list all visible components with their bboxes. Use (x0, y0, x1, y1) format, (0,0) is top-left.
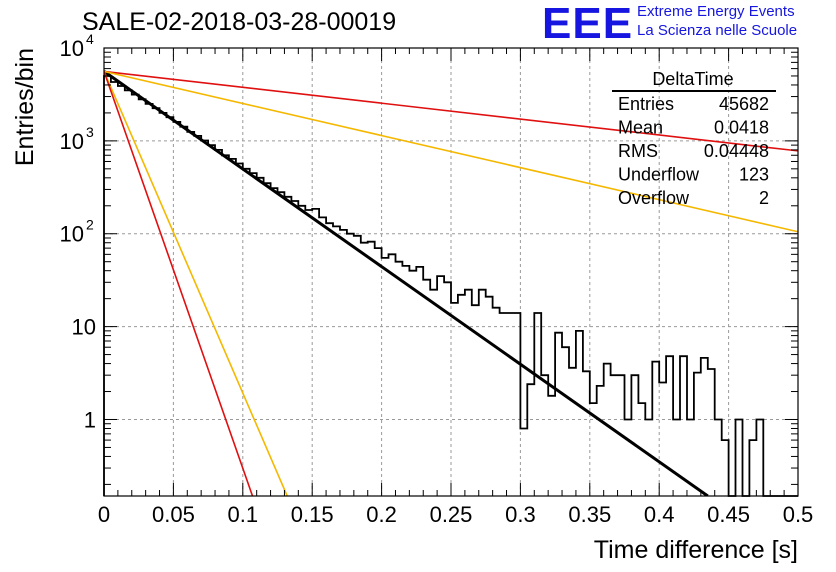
x-tick-label: 0.15 (291, 502, 334, 527)
fit-line-orange-steep (104, 71, 288, 496)
x-axis-label: Time difference [s] (594, 536, 798, 564)
x-tick-label: 0 (98, 502, 110, 527)
stats-row-value: 45682 (719, 94, 769, 114)
stats-box-title: DeltaTime (652, 69, 733, 89)
y-tick-exponent: 3 (86, 124, 94, 140)
x-tick-label: 0.05 (152, 502, 195, 527)
x-tick-label: 0.45 (707, 502, 750, 527)
fit-line-orange-flat (104, 70, 798, 233)
y-tick-label: 10 (60, 129, 84, 154)
stats-row-label: Mean (618, 118, 663, 138)
stats-row-value: 0.0418 (714, 118, 769, 138)
y-axis-label: Entries/bin (11, 48, 39, 166)
fit-line-black (104, 70, 709, 496)
stats-row-value: 2 (759, 188, 769, 208)
eee-logo: EEE (542, 0, 634, 48)
fit-line-red-flat (104, 70, 798, 152)
stats-row-label: RMS (618, 141, 658, 161)
y-tick-exponent: 2 (86, 217, 94, 233)
chart-title: SALE-02-2018-03-28-00019 (82, 8, 397, 36)
x-tick-label: 0.2 (366, 502, 397, 527)
y-tick-label: 10 (60, 36, 84, 61)
grid (104, 48, 798, 496)
x-tick-label: 0.1 (228, 502, 259, 527)
y-tick-label: 1 (84, 407, 96, 432)
stats-box: DeltaTime Entries 45682 Mean 0.0418 RMS 0.0444… (612, 69, 776, 208)
x-tick-label: 0.4 (644, 502, 675, 527)
logo-line-1: Extreme Energy Events (637, 3, 795, 20)
x-tick-label: 0.3 (505, 502, 536, 527)
y-tick-exponent: 4 (86, 31, 94, 47)
logo-line-2: La Scienza nelle Scuole (637, 22, 798, 39)
x-tick-label: 0.25 (430, 502, 473, 527)
stats-row-label: Entries (618, 94, 674, 114)
plot-area (103, 70, 798, 497)
stats-row-label: Overflow (618, 188, 690, 208)
y-tick-label: 10 (72, 315, 96, 340)
x-tick-label: 0.35 (568, 502, 611, 527)
stats-row-label: Underflow (618, 165, 700, 185)
histogram-outline (103, 75, 798, 497)
stats-row-value: 123 (739, 165, 769, 185)
axis-ticks: 0 0.05 0.1 0.15 0.2 0.25 0.3 0.35 0.4 0.45 0.5 1 10 1… (60, 31, 814, 527)
x-tick-label: 0.5 (783, 502, 814, 527)
y-tick-label: 10 (60, 222, 84, 247)
fit-line-red-steep (104, 71, 254, 496)
stats-row-value: 0.04448 (704, 141, 769, 161)
